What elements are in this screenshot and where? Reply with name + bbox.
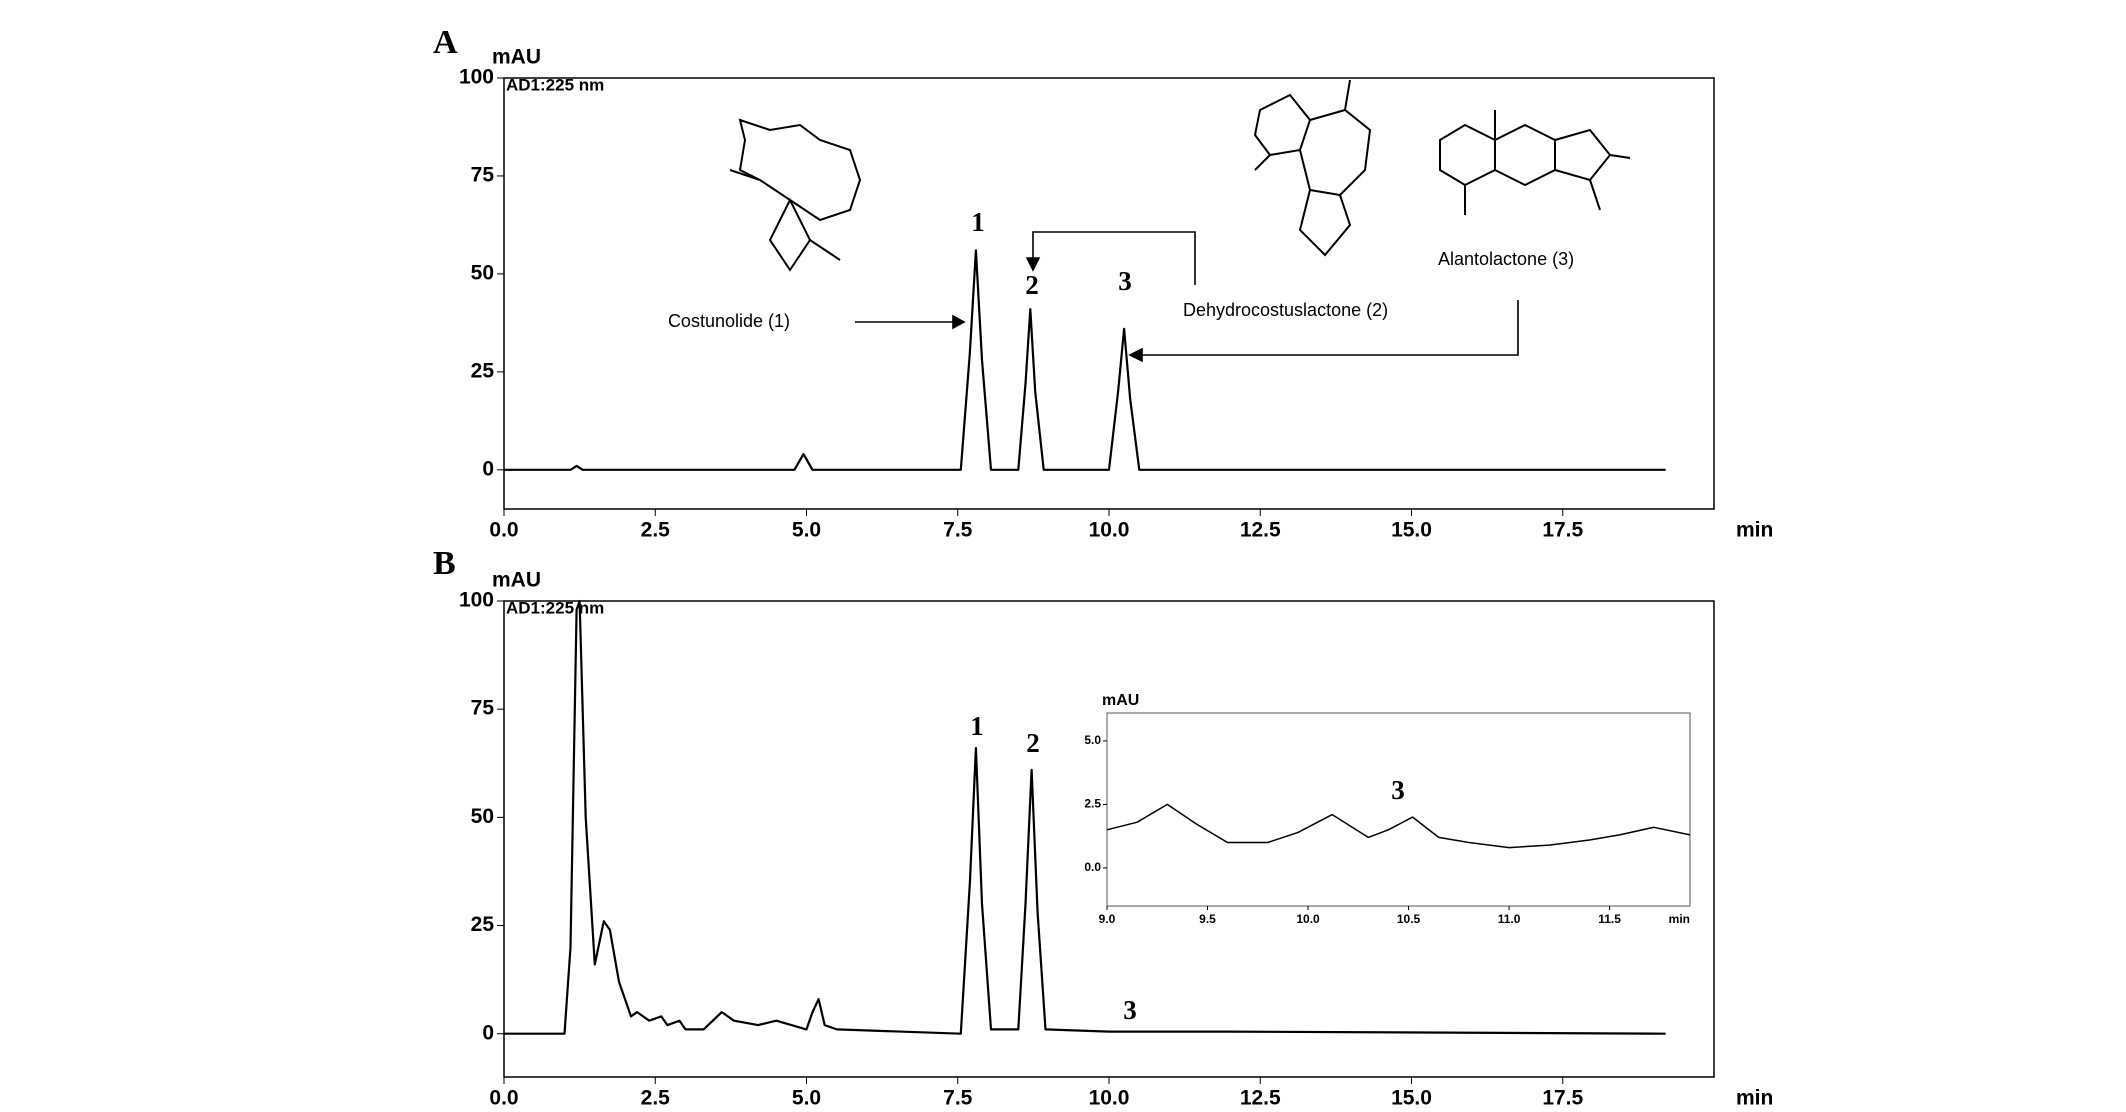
- x-tick-label: 15.0: [1391, 1087, 1432, 1110]
- x-axis-unit: min: [1736, 519, 1773, 542]
- x-tick-label: 2.5: [641, 519, 671, 542]
- arrow: [1135, 300, 1519, 356]
- y-tick-label: 100: [459, 589, 494, 612]
- panel-label: A: [433, 24, 458, 61]
- detector-annotation: AD1:225 nm: [506, 75, 604, 94]
- alantolactone-structure: [1439, 110, 1631, 215]
- inset-background: [1107, 713, 1690, 906]
- detector-annotation: AD1:225 nm: [506, 598, 604, 617]
- x-tick-label: 11.0: [1498, 912, 1521, 926]
- y-tick-label: 50: [471, 805, 494, 828]
- compound-name: Costunolide (1): [668, 311, 790, 331]
- peak-label: 3: [1118, 266, 1132, 296]
- x-tick-label: 7.5: [943, 1087, 973, 1110]
- plot-frame: [1106, 712, 1691, 907]
- x-tick-label: 2.5: [641, 1087, 671, 1110]
- x-tick-label: 15.0: [1391, 519, 1432, 542]
- x-tick-label: 0.0: [489, 519, 518, 542]
- plot-frame: [503, 77, 1715, 510]
- dehydrocostuslactone-structure: [1253, 79, 1372, 257]
- compound-name: Dehydrocostuslactone (2): [1183, 300, 1388, 320]
- peak-label: 2: [1025, 270, 1039, 300]
- x-tick-label: 9.0: [1099, 912, 1116, 926]
- y-axis-unit: mAU: [492, 569, 541, 592]
- x-tick-label: 17.5: [1542, 1087, 1583, 1110]
- y-tick-label: 0.0: [1084, 860, 1101, 874]
- panel-label: B: [433, 545, 456, 582]
- arrow: [1032, 231, 1196, 285]
- peak-label: 3: [1391, 775, 1405, 805]
- x-tick-label: 0.0: [489, 1087, 518, 1110]
- structures: [729, 79, 1631, 272]
- y-tick-label: 5.0: [1084, 733, 1101, 747]
- y-tick-label: 75: [471, 164, 495, 187]
- y-tick-label: 100: [459, 66, 494, 89]
- compound-arrows: [855, 231, 1519, 363]
- x-axis-unit: min: [1669, 912, 1690, 926]
- y-tick-label: 2.5: [1084, 797, 1101, 811]
- x-tick-label: 5.0: [792, 519, 821, 542]
- y-tick-label: 0: [482, 1021, 494, 1044]
- peak-label: 1: [971, 207, 985, 237]
- y-tick-label: 0: [482, 457, 494, 480]
- x-tick-label: 11.5: [1598, 912, 1621, 926]
- peak-label: 2: [1026, 728, 1040, 758]
- x-axis-unit: min: [1736, 1087, 1773, 1110]
- x-tick-label: 10.0: [1089, 1087, 1130, 1110]
- x-tick-label: 17.5: [1542, 519, 1583, 542]
- y-axis-unit: mAU: [1102, 692, 1139, 709]
- y-tick-label: 25: [471, 359, 495, 382]
- arrowhead: [952, 314, 966, 330]
- chromatogram-line: [504, 599, 1666, 1035]
- x-tick-label: 12.5: [1240, 1087, 1281, 1110]
- arrowhead: [1128, 347, 1143, 363]
- x-tick-label: 10.0: [1296, 912, 1320, 926]
- chromatogram-line: [504, 249, 1666, 471]
- x-tick-label: 7.5: [943, 519, 973, 542]
- compound-name: Alantolactone (3): [1438, 249, 1574, 269]
- chromatogram-line: [1106, 803, 1691, 849]
- x-tick-label: 5.0: [792, 1087, 821, 1110]
- y-tick-label: 50: [471, 261, 494, 284]
- x-tick-label: 10.0: [1089, 519, 1130, 542]
- x-tick-label: 10.5: [1397, 912, 1421, 926]
- y-tick-label: 25: [471, 913, 495, 936]
- y-axis-unit: mAU: [492, 46, 541, 69]
- costunolide-structure: [729, 118, 862, 272]
- x-tick-label: 9.5: [1199, 912, 1216, 926]
- peak-label: 1: [970, 711, 984, 741]
- x-tick-label: 12.5: [1240, 519, 1281, 542]
- peak-label: 3: [1123, 995, 1137, 1025]
- arrowhead: [1025, 257, 1041, 272]
- y-tick-label: 75: [471, 697, 495, 720]
